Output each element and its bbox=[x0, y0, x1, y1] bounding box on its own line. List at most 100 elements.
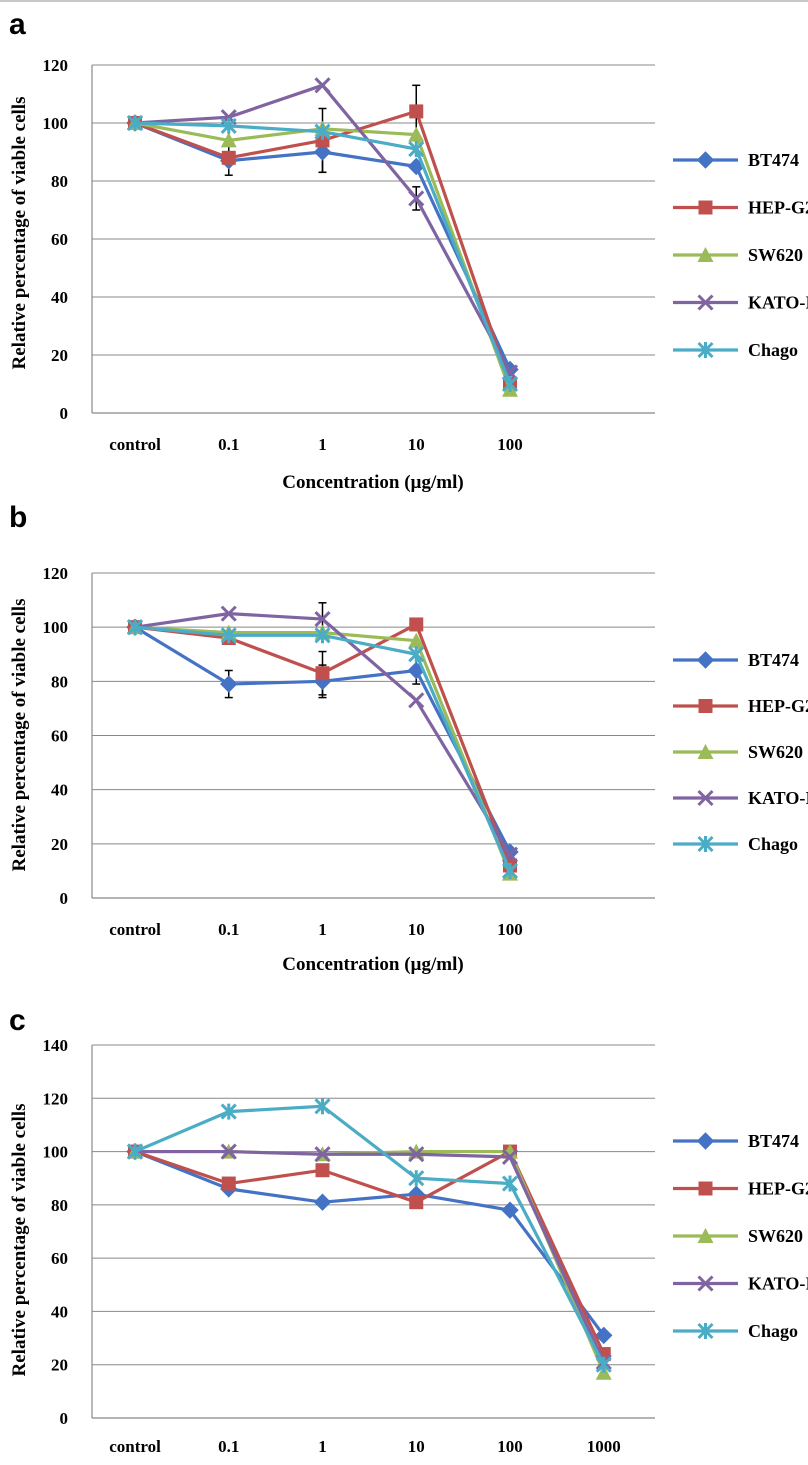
legend-label: KATO-III bbox=[748, 788, 808, 808]
chart-panel-c: c 0 20 40 60 80 100 120 140 control 0.1 1 10 100 1000 C… bbox=[9, 1004, 808, 1456]
data-point-bt474 bbox=[501, 1201, 519, 1219]
legend: BT474 HEP-G2 SW620 KATO-III Chago bbox=[673, 650, 808, 854]
data-point-hep-g2 bbox=[221, 1176, 236, 1191]
data-point-kato-iii bbox=[314, 77, 331, 94]
top-border-line bbox=[0, 0, 808, 2]
legend-item-bt474: BT474 bbox=[673, 150, 799, 170]
legend-item-hep-g2: HEP-G2 bbox=[673, 1179, 808, 1199]
legend-marker bbox=[696, 651, 715, 669]
data-point-bt474 bbox=[220, 675, 238, 693]
data-point-hep-g2 bbox=[409, 1195, 424, 1210]
legend-item-bt474: BT474 bbox=[673, 650, 799, 670]
legend-label: BT474 bbox=[748, 650, 799, 670]
x-tick-label: control bbox=[109, 920, 161, 939]
y-tick-label: 20 bbox=[51, 1356, 68, 1375]
data-point-chago bbox=[408, 1170, 425, 1187]
legend-marker bbox=[697, 744, 714, 759]
y-tick-label: 0 bbox=[60, 1409, 69, 1428]
x-tick-label: 0.1 bbox=[218, 435, 239, 454]
chart-panel-a: a 0 20 40 60 80 100 120 control 0.1 1 10 100 Concentr… bbox=[9, 8, 808, 493]
legend-label: SW620 bbox=[748, 1226, 803, 1246]
data-point-chago bbox=[220, 1103, 237, 1120]
data-point-chago bbox=[220, 627, 237, 644]
data-point-chago bbox=[408, 646, 425, 663]
legend-marker bbox=[697, 1228, 714, 1243]
data-point-kato-iii bbox=[220, 1143, 237, 1160]
x-tick-label: 0.1 bbox=[218, 920, 239, 939]
data-point-kato-iii bbox=[314, 1146, 331, 1163]
y-tick-label: 120 bbox=[43, 1089, 69, 1108]
legend-marker bbox=[697, 789, 714, 807]
data-point-kato-iii bbox=[408, 1146, 425, 1163]
y-tick-label: 120 bbox=[43, 56, 69, 75]
x-tick-label: 0.1 bbox=[218, 1437, 239, 1456]
y-tick-label: 0 bbox=[60, 404, 69, 423]
legend-label: SW620 bbox=[748, 245, 803, 265]
data-point-kato-iii bbox=[220, 605, 237, 622]
y-axis-title: Relative percentage of viable cells bbox=[9, 1104, 30, 1377]
data-point-kato-iii bbox=[408, 190, 425, 207]
data-point-chago bbox=[501, 375, 519, 393]
y-tick-label: 20 bbox=[51, 835, 68, 854]
y-tick-label: 80 bbox=[51, 1196, 68, 1215]
y-tick-label: 120 bbox=[43, 564, 69, 583]
legend-marker bbox=[698, 200, 713, 215]
legend-marker bbox=[697, 341, 714, 359]
legend: BT474 HEP-G2 SW620 KATO-III Chago bbox=[673, 150, 808, 360]
data-point-chago bbox=[408, 141, 425, 158]
x-tick-label: 1 bbox=[318, 1437, 327, 1456]
legend-marker bbox=[697, 1275, 714, 1292]
data-point-kato-iii bbox=[501, 364, 519, 381]
data-point-kato-iii bbox=[314, 610, 331, 628]
legend-label: Chago bbox=[748, 340, 798, 360]
x-tick-label: 10 bbox=[408, 920, 425, 939]
data-point-chago bbox=[501, 1175, 519, 1192]
legend-marker bbox=[696, 151, 715, 169]
legend-item-bt474: BT474 bbox=[673, 1131, 799, 1151]
legend-marker bbox=[697, 247, 714, 262]
legend-label: KATO-III bbox=[748, 293, 808, 313]
legend-label: Chago bbox=[748, 1321, 798, 1341]
legend-item-kato-iii: KATO-III bbox=[673, 788, 808, 808]
y-tick-label: 60 bbox=[51, 230, 68, 249]
legend-label: Chago bbox=[748, 834, 798, 854]
data-point-hep-g2 bbox=[315, 1163, 330, 1178]
legend-label: SW620 bbox=[748, 742, 803, 762]
data-point-bt474 bbox=[313, 143, 332, 161]
legend-label: HEP-G2 bbox=[748, 696, 808, 716]
data-point-bt474 bbox=[595, 1326, 613, 1345]
y-tick-label: 60 bbox=[51, 727, 68, 746]
data-point-chago bbox=[126, 1143, 144, 1160]
data-point-chago bbox=[126, 619, 144, 636]
legend-item-chago: Chago bbox=[673, 1321, 798, 1341]
legend-item-chago: Chago bbox=[673, 340, 798, 360]
data-point-hep-g2 bbox=[409, 617, 424, 632]
legend-item-chago: Chago bbox=[673, 834, 798, 854]
y-tick-label: 100 bbox=[43, 618, 69, 637]
legend-marker bbox=[697, 835, 714, 853]
y-tick-label: 20 bbox=[51, 346, 68, 365]
x-tick-label: 10 bbox=[408, 435, 425, 454]
data-point-sw620 bbox=[220, 132, 237, 148]
data-point-hep-g2 bbox=[315, 666, 330, 681]
y-tick-label: 40 bbox=[51, 781, 68, 800]
legend: BT474 HEP-G2 SW620 KATO-III Chago bbox=[673, 1131, 808, 1341]
y-tick-label: 40 bbox=[51, 288, 68, 307]
x-axis-title: Concentration (µg/ml) bbox=[282, 472, 463, 493]
x-tick-label: control bbox=[109, 1437, 161, 1456]
panel-label: c bbox=[9, 1004, 26, 1037]
chart-panel-b: b 0 20 40 60 80 100 120 control 0.1 1 10 100 Concentr… bbox=[9, 501, 808, 975]
data-point-chago bbox=[220, 117, 237, 134]
series-line-bt474 bbox=[134, 1150, 606, 1337]
data-point-hep-g2 bbox=[221, 150, 236, 165]
y-tick-label: 80 bbox=[51, 672, 68, 691]
legend-marker bbox=[698, 1181, 713, 1196]
y-axis-title: Relative percentage of viable cells bbox=[9, 97, 30, 370]
data-point-sw620 bbox=[408, 632, 425, 648]
legend-item-kato-iii: KATO-III bbox=[673, 1274, 808, 1294]
legend-item-sw620: SW620 bbox=[673, 245, 803, 265]
series-line-hep-g2 bbox=[134, 1149, 606, 1355]
x-tick-label: 1 bbox=[318, 435, 327, 454]
data-point-kato-iii bbox=[501, 1148, 519, 1165]
